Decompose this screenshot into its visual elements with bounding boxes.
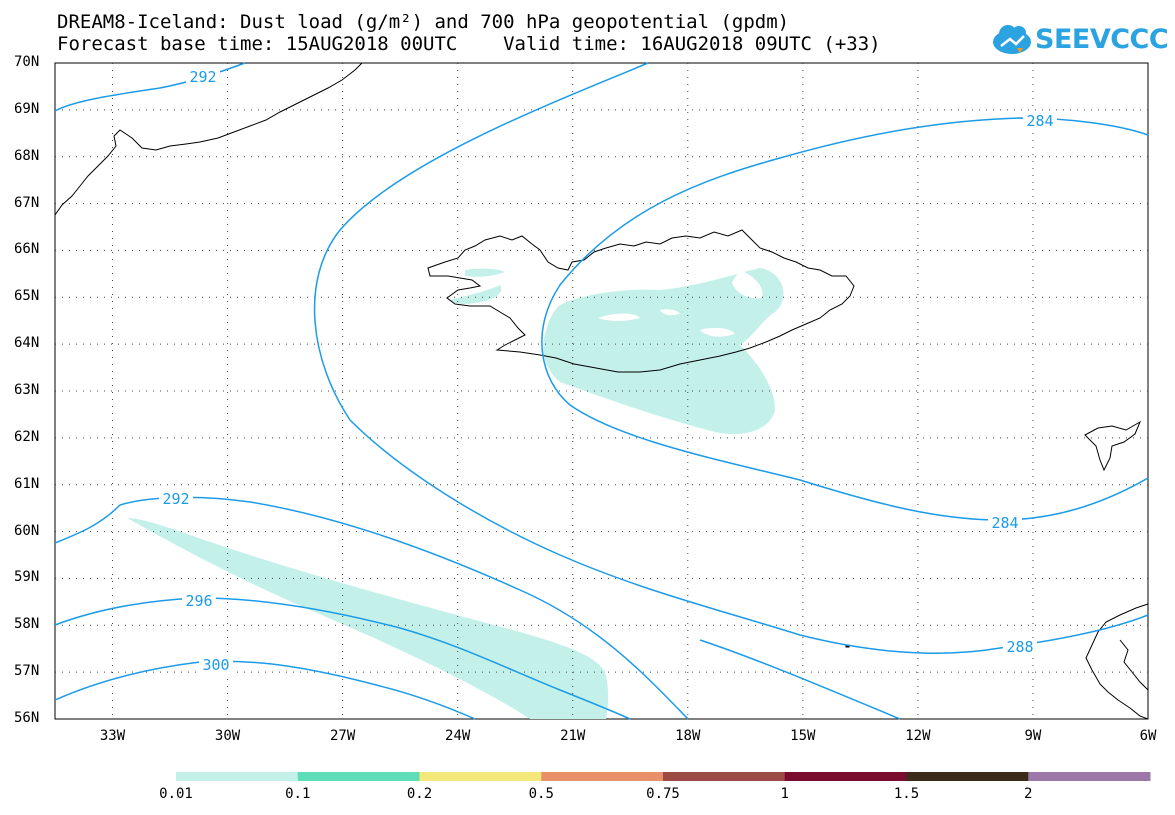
colorbar-label: 0.5 <box>528 786 554 802</box>
lat-label: 58N <box>14 616 40 633</box>
contour-south-east <box>699 639 901 720</box>
dust-area-west-iceland-2 <box>465 268 505 277</box>
lon-label: 24W <box>445 728 471 744</box>
lat-label: 68N <box>14 147 40 164</box>
lat-label: 70N <box>14 54 40 70</box>
lon-label: 9W <box>1024 728 1042 744</box>
contour-296 <box>54 597 631 720</box>
colorbar-swatch <box>663 772 786 781</box>
scotland-coast <box>1085 603 1149 720</box>
dust-plume-south <box>127 518 609 719</box>
lat-label: 60N <box>14 522 40 539</box>
dust-area-west-iceland <box>450 285 502 304</box>
contour-284 <box>541 117 1149 521</box>
graticule <box>55 63 1148 719</box>
colorbar-swatch <box>541 772 664 781</box>
lat-label: 61N <box>14 475 40 492</box>
colorbar-swatch <box>1028 772 1151 781</box>
colorbar-label: 2 <box>1024 786 1033 802</box>
colorbar-label: 0.01 <box>159 786 193 802</box>
colorbar-swatch <box>784 772 907 781</box>
lat-label: 67N <box>14 194 40 211</box>
contours <box>54 62 1149 720</box>
lat-label: 64N <box>14 335 40 352</box>
dust-area-iceland <box>543 268 784 435</box>
colorbar-label: 0.1 <box>285 786 311 802</box>
colorbar-label: 0.2 <box>406 786 433 802</box>
contour-label: 284 <box>1026 112 1053 130</box>
lat-label: 59N <box>14 569 40 586</box>
colorbar-swatch <box>419 772 542 781</box>
contour-labels: 292 284 292 284 296 288 300 <box>159 68 1057 674</box>
contour-label: 300 <box>202 656 229 674</box>
lat-label: 65N <box>14 288 40 305</box>
lat-label: 56N <box>14 710 40 726</box>
lon-label: 27W <box>329 728 356 744</box>
lat-label: 57N <box>14 663 40 680</box>
lon-label: 15W <box>790 728 816 744</box>
contour-label: 292 <box>189 68 216 86</box>
logo-text: SEEVCCC <box>1035 24 1169 55</box>
lon-label: 33W <box>99 728 126 744</box>
colorbar-label: 0.75 <box>646 786 680 802</box>
greenland-coast <box>54 62 363 216</box>
contour-label: 288 <box>1006 638 1033 656</box>
dust-holes <box>598 270 763 337</box>
map-title: DREAM8-Iceland: Dust load (g/m²) and 700… <box>57 11 790 33</box>
lat-label: 62N <box>14 428 40 445</box>
forecast-time-line: Forecast base time: 15AUG2018 00UTC Vali… <box>57 33 881 55</box>
contour-292-north <box>54 62 246 112</box>
colorbar <box>176 772 1151 781</box>
faroe-coast <box>1084 420 1142 472</box>
colorbar-swatch <box>906 772 1029 781</box>
lon-label: 6W <box>1139 728 1157 744</box>
lon-label: 18W <box>675 728 701 744</box>
colorbar-label: 1.5 <box>893 786 920 802</box>
lat-label: 69N <box>14 100 40 117</box>
dust-areas <box>127 268 784 719</box>
colorbar-swatch <box>297 772 420 781</box>
coastlines <box>54 62 1149 720</box>
lat-label: 63N <box>14 382 40 398</box>
lon-label: 12W <box>905 728 931 744</box>
iceland-coast <box>427 229 855 373</box>
contour-label: 284 <box>991 514 1018 532</box>
colorbar-swatch <box>176 772 299 781</box>
contour-292-south <box>54 496 689 720</box>
lat-label: 66N <box>14 241 40 258</box>
colorbar-label: 1 <box>780 786 789 802</box>
lon-label: 21W <box>560 728 586 744</box>
lon-label: 30W <box>214 728 241 744</box>
scotland-isles <box>1119 639 1149 691</box>
cloud-icon <box>993 25 1031 54</box>
contour-label: 292 <box>162 490 189 508</box>
contour-label: 296 <box>185 592 212 610</box>
seevccc-logo <box>993 25 1031 54</box>
contour-300 <box>54 660 476 720</box>
contour-outer-west <box>313 62 1149 655</box>
